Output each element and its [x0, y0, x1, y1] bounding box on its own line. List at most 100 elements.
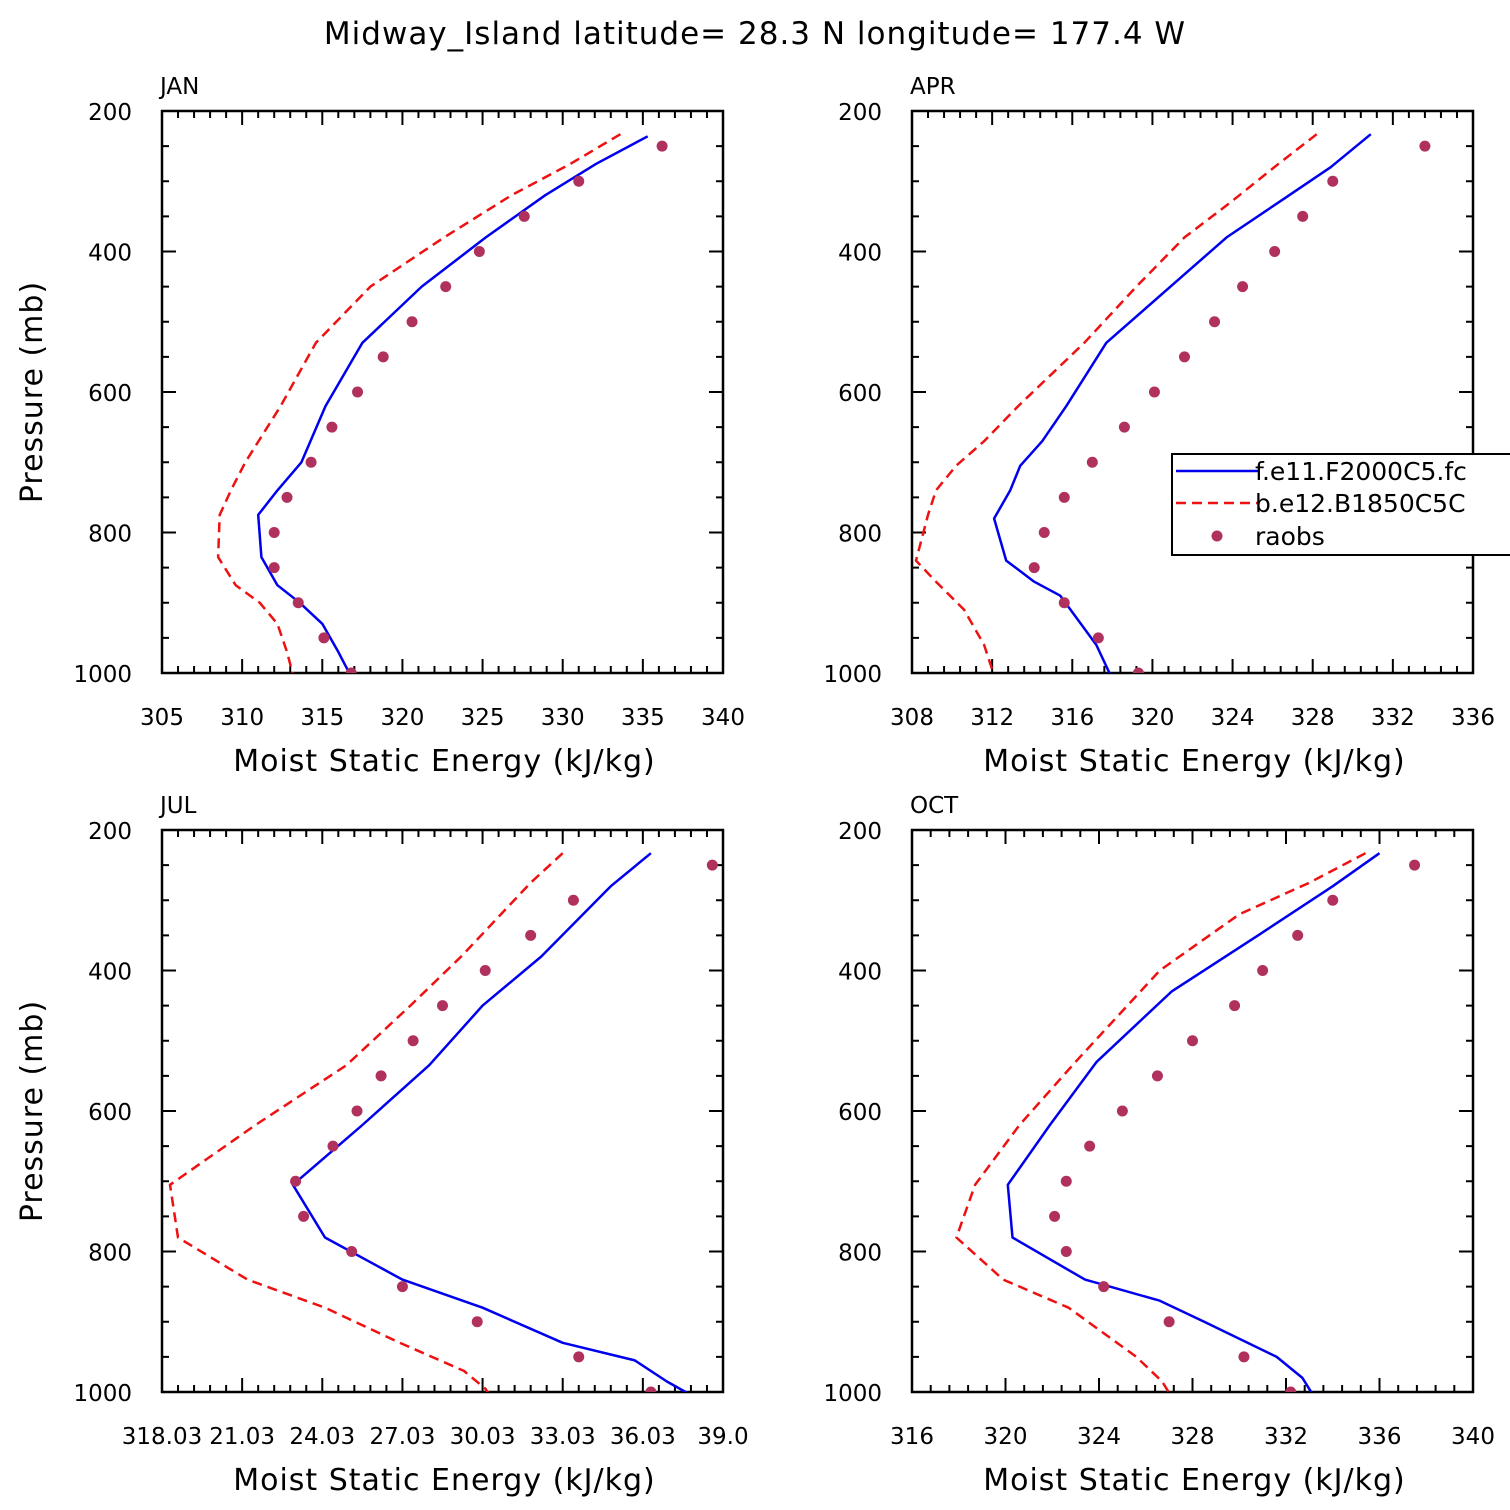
x-tick-label: 336	[1451, 705, 1495, 731]
raobs-point	[375, 1070, 387, 1082]
raobs-point	[406, 316, 418, 328]
x-tick-label: 308	[890, 705, 934, 731]
x-tick-label: 24.03	[289, 1424, 355, 1450]
raobs-point	[1163, 1316, 1175, 1328]
x-axis-label: Moist Static Energy (kJ/kg)	[983, 1463, 1406, 1498]
x-tick-label: 315	[300, 705, 344, 731]
y-tick-label: 400	[88, 960, 132, 986]
plot-area	[914, 133, 1431, 673]
plot-area	[168, 852, 718, 1392]
raobs-point	[1058, 597, 1070, 609]
raobs-point	[1285, 1386, 1297, 1392]
raobs-point	[396, 1281, 408, 1293]
x-tick-label: 316	[1050, 705, 1094, 731]
raobs-point	[346, 1246, 358, 1257]
plot-area	[955, 852, 1421, 1392]
panel-jul: 318.03 21.03 24.03 27.03 30.03 33.03 36.03 39.0…	[15, 793, 749, 1498]
y-tick-label: 800	[88, 1241, 132, 1267]
x-tick-label: 21.03	[209, 1424, 275, 1450]
x-tick-label: 318.03	[122, 1424, 202, 1450]
panel-title: OCT	[910, 793, 959, 819]
raobs-point	[345, 667, 357, 673]
raobs-point	[318, 632, 330, 644]
raobs-point	[1028, 562, 1040, 574]
x-tick-label: 316	[890, 1424, 934, 1450]
series-f-line	[1006, 852, 1381, 1392]
x-tick-label: 310	[220, 705, 264, 731]
raobs-point	[1269, 246, 1281, 257]
raobs-point	[1238, 1351, 1250, 1363]
y-tick-label: 1000	[73, 1381, 132, 1407]
y-tick-label: 600	[88, 1100, 132, 1126]
y-axis-label: Pressure (mb)	[15, 281, 50, 503]
raobs-point	[1092, 632, 1104, 644]
series-b-line	[216, 133, 622, 673]
x-tick-label: 39.0	[697, 1424, 748, 1450]
raobs-point	[567, 894, 579, 906]
raobs-point	[377, 351, 389, 363]
raobs-point	[1038, 527, 1050, 538]
x-tick-label: 30.03	[450, 1424, 516, 1450]
x-tick-label: 325	[461, 705, 505, 731]
plot-frame	[910, 109, 1475, 675]
raobs-point	[1098, 1281, 1110, 1293]
x-axis-label: Moist Static Energy (kJ/kg)	[233, 744, 656, 779]
raobs-point	[1060, 1175, 1072, 1187]
plot-frame	[910, 828, 1475, 1394]
raobs-point	[1148, 386, 1160, 398]
x-tick-label: 324	[1211, 705, 1255, 731]
panels: 305 310 315 320 325 330 335 340 200 400 600 800 1000…	[15, 74, 1510, 1498]
y-tick-label: 800	[838, 1241, 882, 1267]
raobs-point	[645, 1386, 657, 1392]
raobs-point	[1084, 1140, 1096, 1152]
panel-title: JAN	[158, 74, 199, 100]
raobs-point	[1116, 1105, 1128, 1117]
raobs-point	[298, 1210, 310, 1222]
raobs-point	[268, 527, 280, 538]
raobs-point	[1419, 140, 1431, 152]
x-tick-label: 27.03	[369, 1424, 435, 1450]
legend-label: f.e11.F2000C5.fc	[1255, 457, 1467, 486]
raobs-point	[440, 281, 452, 293]
legend-label: raobs	[1255, 522, 1325, 551]
raobs-point	[1151, 1070, 1163, 1082]
x-tick-label: 305	[140, 705, 184, 731]
y-tick-label: 200	[838, 100, 882, 126]
raobs-point	[1178, 351, 1190, 363]
x-tick-label: 335	[621, 705, 665, 731]
y-tick-label: 1000	[823, 1381, 882, 1407]
raobs-point	[1229, 1000, 1241, 1012]
raobs-point	[473, 246, 485, 257]
raobs-point	[1292, 929, 1304, 941]
raobs-point	[479, 965, 491, 976]
series-b-line	[914, 133, 1318, 673]
x-tick-label: 330	[541, 705, 585, 731]
y-tick-label: 400	[838, 960, 882, 986]
raobs-point	[471, 1316, 483, 1328]
raobs-point	[281, 491, 293, 503]
raobs-point	[1187, 1035, 1198, 1047]
raobs-point	[573, 1351, 585, 1363]
y-tick-label: 800	[838, 522, 882, 548]
x-axis-label: Moist Static Energy (kJ/kg)	[233, 1463, 656, 1498]
y-tick-label: 1000	[73, 662, 132, 688]
legend: f.e11.F2000C5.fc b.e12.B1850C5C raobs	[1171, 453, 1510, 556]
raobs-point	[1327, 175, 1339, 187]
raobs-point	[706, 859, 718, 871]
raobs-point	[292, 597, 304, 609]
y-tick-label: 800	[88, 522, 132, 548]
y-tick-label: 200	[88, 819, 132, 845]
x-tick-label: 340	[701, 705, 745, 731]
legend-label: b.e12.B1850C5C	[1255, 489, 1466, 518]
x-tick-label: 328	[1291, 705, 1335, 731]
raobs-point	[1327, 894, 1339, 906]
panel-jan: 305 310 315 320 325 330 335 340 200 400 600 800 1000…	[15, 74, 745, 779]
series-f-line	[256, 135, 649, 673]
x-tick-label: 328	[1171, 1424, 1215, 1450]
y-tick-label: 400	[838, 241, 882, 267]
x-tick-label: 324	[1077, 1424, 1121, 1450]
raobs-point	[1257, 965, 1269, 976]
x-tick-label: 320	[1130, 705, 1174, 731]
raobs-point	[437, 1000, 448, 1012]
raobs-point	[1060, 1246, 1072, 1257]
